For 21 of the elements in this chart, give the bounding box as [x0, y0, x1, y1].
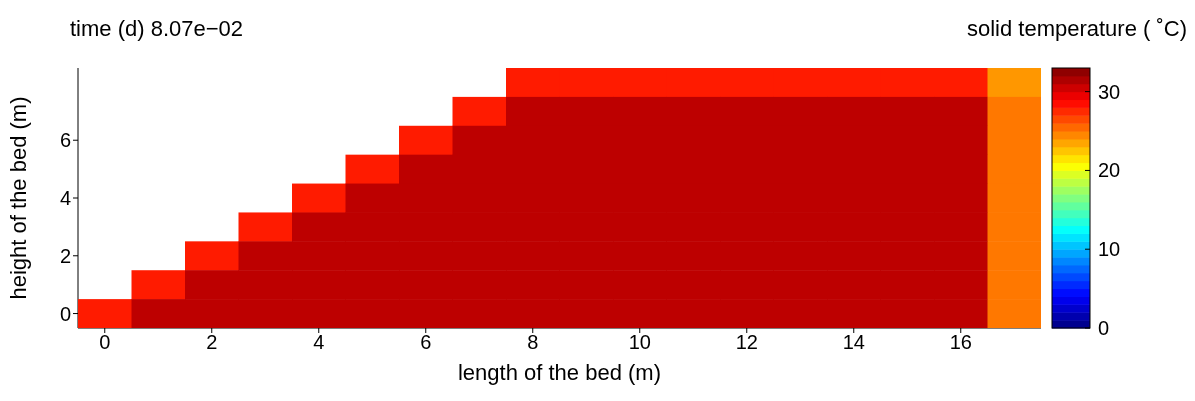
color-bar-title: solid temperature ( ˚C) [966, 16, 1187, 42]
x-axis-title: length of the bed (m) [457, 360, 662, 385]
x-tick-label: 4 [313, 331, 325, 354]
x-tick-label: 6 [420, 331, 432, 354]
x-tick-label: 8 [527, 331, 539, 354]
y-tick-label: 6 [59, 129, 71, 152]
x-tick-label: 0 [99, 331, 111, 354]
y-axis-title: height of the bed (m) [5, 96, 31, 300]
y-tick-label: 2 [59, 244, 71, 267]
color-bar-label: 10 [1098, 238, 1121, 261]
x-tick-label: 2 [206, 331, 218, 354]
x-tick-label: 10 [628, 331, 651, 354]
color-bar-label: 20 [1098, 159, 1121, 182]
x-tick-label: 16 [949, 331, 972, 354]
x-tick-label: 14 [842, 331, 865, 354]
color-bar-label: 0 [1098, 317, 1110, 339]
chart-title: time (d) 8.07e−02 [70, 16, 244, 42]
y-tick-label: 4 [59, 187, 71, 210]
color-bar-label: 30 [1098, 80, 1121, 103]
x-tick-label: 12 [735, 331, 758, 354]
y-tick-label: 0 [59, 302, 71, 325]
